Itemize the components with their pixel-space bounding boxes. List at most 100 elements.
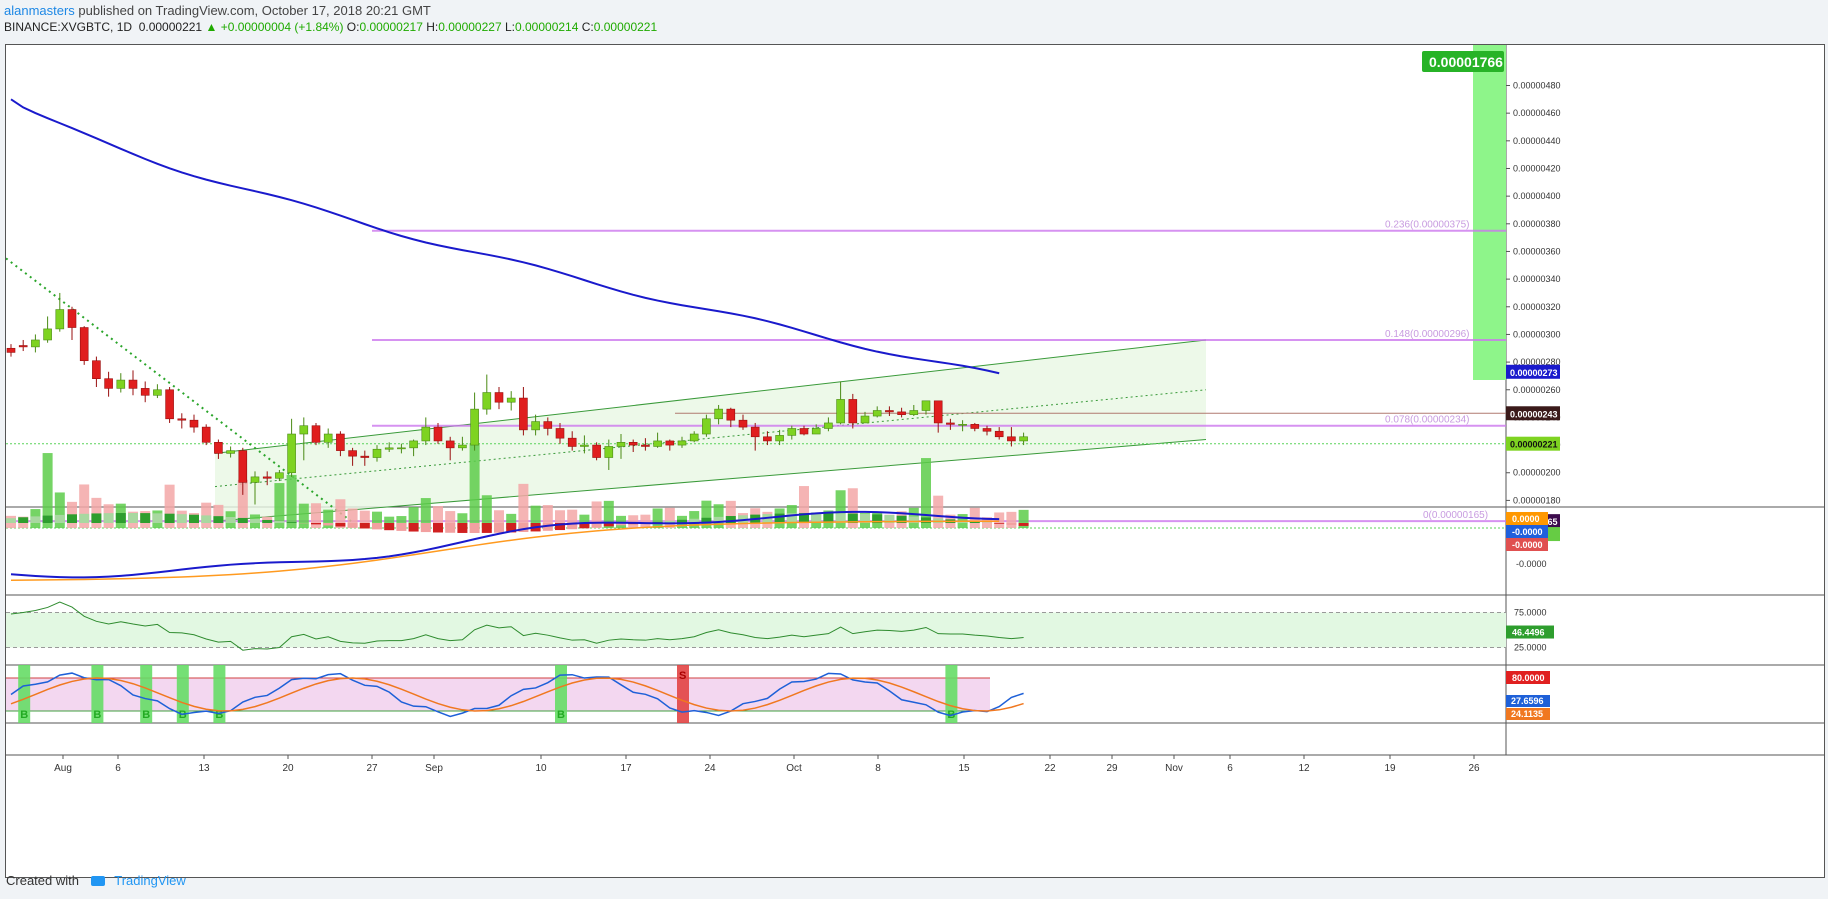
macd-histogram-bar	[262, 519, 273, 523]
candle-body	[1007, 436, 1016, 442]
volume-bar	[799, 486, 809, 529]
volume-bar	[445, 511, 456, 529]
candle-body	[116, 379, 126, 389]
macd-histogram-bar	[1018, 523, 1029, 526]
candle-body	[531, 421, 540, 431]
volume-bar	[664, 507, 675, 529]
x-tick-label: Aug	[54, 763, 72, 774]
volume-bar	[579, 514, 590, 529]
fib-label: 0.236(0.00000375)	[1385, 220, 1470, 231]
volume-bar	[933, 495, 944, 529]
candle-body	[55, 309, 65, 330]
candle-body	[409, 440, 418, 449]
macd-histogram-bar	[396, 523, 407, 531]
candle-body	[982, 428, 992, 432]
y-tick-label: 0.00000200	[1513, 468, 1561, 478]
signal-marker: B	[93, 709, 101, 721]
volume-bar	[79, 484, 90, 529]
channel-lower-line	[214, 439, 1207, 522]
candle-body	[360, 455, 370, 458]
target-price-box	[1422, 51, 1504, 72]
volume-bar	[396, 516, 407, 529]
candle-body	[128, 379, 138, 389]
price-chart[interactable]: 0.000017660.000004800.000004600.00000440…	[5, 45, 1824, 877]
candle-body	[555, 428, 565, 439]
close-value: 0.00000221	[593, 20, 658, 34]
macd-histogram-bar	[603, 523, 614, 527]
macd-value-tag	[1506, 512, 1548, 525]
y-tick-label: 0.00000320	[1513, 302, 1561, 312]
macd-histogram-bar	[91, 513, 102, 523]
candle-body	[238, 450, 248, 483]
macd-histogram-bar	[567, 523, 578, 530]
candle-body	[18, 345, 28, 348]
macd-value-tag	[1506, 538, 1548, 551]
candle-body	[946, 422, 955, 425]
macd-histogram-bar	[725, 516, 736, 523]
symbol-name[interactable]: BINANCE:XVGBTC, 1D	[4, 20, 133, 34]
candle-body	[226, 450, 235, 454]
volume-bar	[54, 492, 65, 529]
symbol-legend: BINANCE:XVGBTC, 1D 0.00000221 ▲ +0.00000…	[4, 20, 657, 34]
macd-histogram-bar	[799, 513, 809, 523]
macd-histogram-bar	[921, 517, 931, 523]
up-arrow-icon: ▲	[205, 20, 218, 34]
macd-histogram-bar	[457, 523, 468, 533]
candle-body	[750, 426, 760, 438]
candle-body	[470, 408, 479, 446]
volume-bar	[1018, 509, 1029, 529]
volume-bar	[298, 503, 309, 529]
macd-histogram-bar	[591, 523, 602, 528]
macd-value-tag	[1506, 525, 1548, 538]
candle-body	[836, 399, 845, 424]
tradingview-link[interactable]: TradingView	[114, 873, 186, 888]
volume-bar	[481, 495, 492, 529]
macd-histogram-bar	[140, 513, 151, 523]
volume-bar	[921, 458, 931, 529]
chart-area[interactable]: 0.00001766 0.00000480 0.00000460 0.00000440…	[5, 44, 1825, 878]
candle-body	[897, 411, 906, 415]
signal-marker: B	[20, 709, 28, 721]
candle-body	[104, 378, 113, 389]
open-value: 0.00000217	[359, 20, 423, 34]
candle-body	[933, 400, 943, 424]
y-tick-label: 0.00000260	[1513, 385, 1561, 395]
volume-bar	[201, 502, 212, 529]
macd-histogram-bar	[811, 513, 822, 523]
stoch-k-line	[10, 672, 1024, 718]
candle-body	[287, 433, 296, 474]
macd-histogram-bar	[359, 523, 370, 529]
candle-body	[580, 444, 589, 447]
candle-body	[677, 440, 687, 446]
macd-histogram-bar	[823, 513, 834, 523]
signal-marker: B	[142, 709, 150, 721]
ma-price-label: 0.00000273	[1510, 368, 1558, 378]
x-tick-label: 10	[535, 763, 547, 774]
candle-body	[958, 424, 967, 426]
candle-body	[201, 426, 211, 443]
x-tick-label: 8	[875, 763, 881, 774]
macd-histogram-bar	[30, 516, 41, 523]
candle-body	[275, 472, 284, 479]
footer: Created with TradingView	[6, 873, 186, 888]
candle-body	[860, 415, 870, 424]
candle-body	[787, 428, 797, 436]
volume-bar	[542, 505, 553, 529]
candle-body	[604, 446, 614, 458]
x-tick-label: 27	[366, 763, 378, 774]
macd-histogram-bar	[128, 513, 138, 523]
candle-body	[872, 410, 882, 417]
candle-body	[970, 424, 980, 429]
candle-body	[543, 421, 553, 429]
macd-histogram-bar	[494, 523, 504, 533]
macd-histogram-bar	[176, 514, 187, 523]
author-link[interactable]: alanmasters	[4, 3, 75, 18]
stoch-k-label: 27.6596	[1511, 696, 1544, 706]
macd-histogram-bar	[335, 523, 346, 527]
last-price: 0.00000221	[138, 20, 203, 34]
volume-bar	[286, 474, 297, 529]
candle-body	[567, 437, 577, 447]
volume-bar	[164, 484, 175, 529]
current-price-tag	[1506, 436, 1560, 451]
x-tick-label: 12	[1298, 763, 1310, 774]
